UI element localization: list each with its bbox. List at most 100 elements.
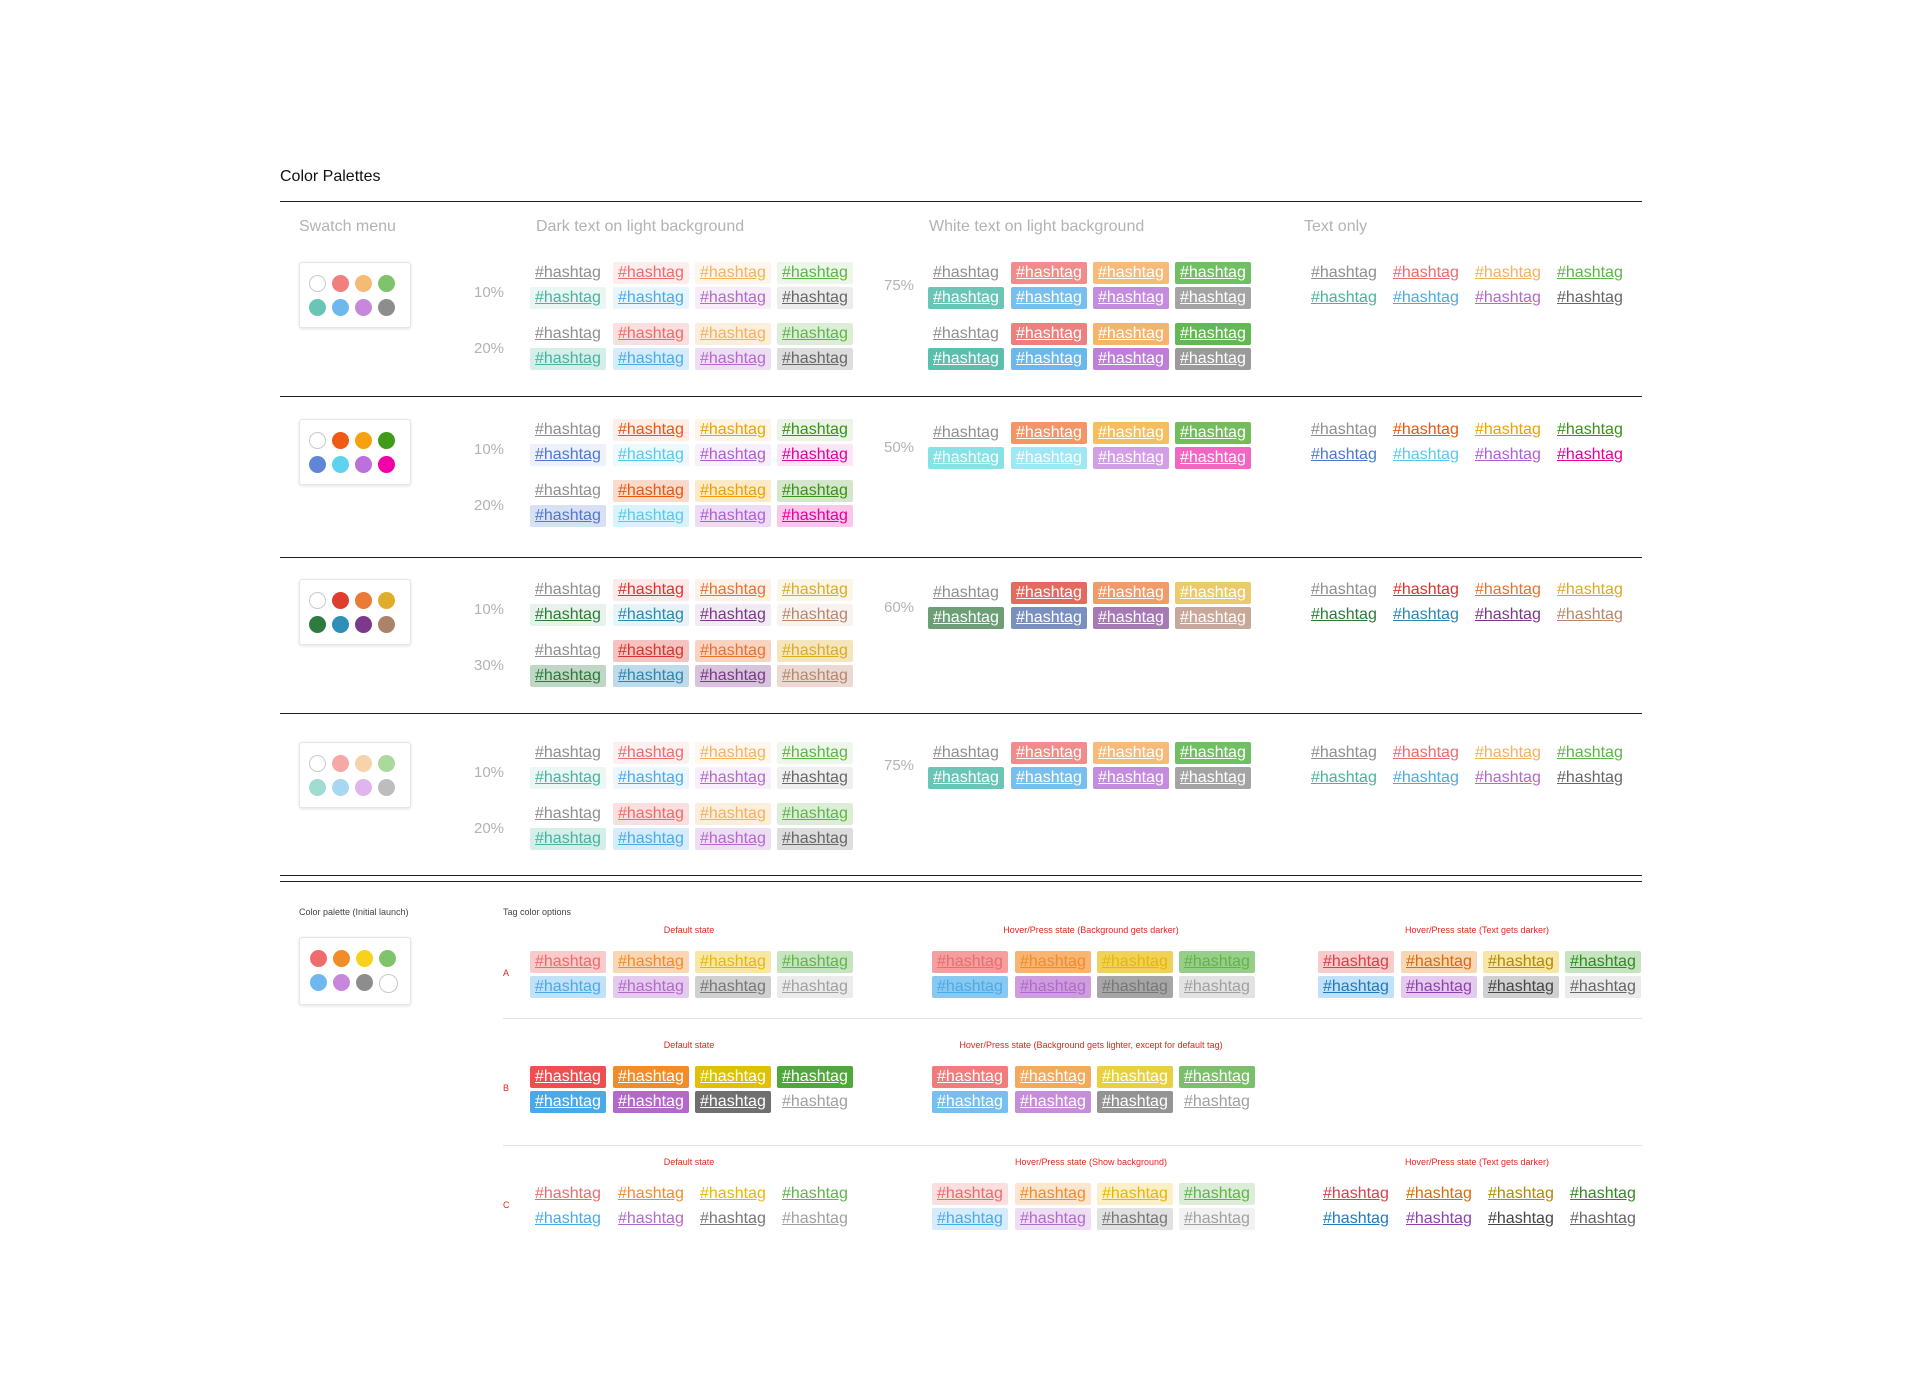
hashtag-tag[interactable]: #hashtag — [1015, 1208, 1091, 1230]
hashtag-tag[interactable]: #hashtag — [613, 444, 689, 466]
color-swatch[interactable] — [332, 755, 349, 772]
color-swatch[interactable] — [355, 275, 372, 292]
color-swatch[interactable] — [309, 299, 326, 316]
hashtag-tag[interactable]: #hashtag — [535, 325, 601, 342]
hashtag-tag[interactable]: #hashtag — [777, 976, 853, 998]
color-swatch[interactable] — [310, 974, 327, 991]
hashtag-tag[interactable]: #hashtag — [1097, 951, 1173, 973]
hashtag-tag[interactable]: #hashtag — [613, 1066, 689, 1088]
hashtag-tag[interactable]: #hashtag — [695, 665, 771, 687]
hashtag-tag[interactable]: #hashtag — [1175, 422, 1251, 444]
hashtag-tag[interactable]: #hashtag — [695, 323, 771, 345]
hashtag-tag[interactable]: #hashtag — [695, 1066, 771, 1088]
hashtag-tag[interactable]: #hashtag — [777, 665, 853, 687]
color-swatch[interactable] — [378, 779, 395, 796]
hashtag-tag[interactable]: #hashtag — [777, 640, 853, 662]
color-swatch[interactable] — [309, 616, 326, 633]
color-swatch[interactable] — [310, 950, 327, 967]
hashtag-tag[interactable]: #hashtag — [613, 640, 689, 662]
color-swatch[interactable] — [378, 616, 395, 633]
hashtag-tag[interactable]: #hashtag — [1393, 289, 1459, 306]
hashtag-tag[interactable]: #hashtag — [535, 482, 601, 499]
hashtag-tag[interactable]: #hashtag — [1557, 606, 1623, 623]
hashtag-tag[interactable]: #hashtag — [1406, 1185, 1472, 1202]
color-swatch[interactable] — [332, 592, 349, 609]
hashtag-tag[interactable]: #hashtag — [695, 480, 771, 502]
hashtag-tag[interactable]: #hashtag — [1175, 447, 1251, 469]
color-swatch[interactable] — [378, 456, 395, 473]
hashtag-tag[interactable]: #hashtag — [782, 1210, 848, 1227]
hashtag-tag[interactable]: #hashtag — [1557, 421, 1623, 438]
hashtag-tag[interactable]: #hashtag — [613, 1091, 689, 1113]
hashtag-tag[interactable]: #hashtag — [535, 1210, 601, 1227]
hashtag-tag[interactable]: #hashtag — [1093, 262, 1169, 284]
hashtag-tag[interactable]: #hashtag — [1093, 582, 1169, 604]
hashtag-tag[interactable]: #hashtag — [1011, 607, 1087, 629]
hashtag-tag[interactable]: #hashtag — [1011, 422, 1087, 444]
hashtag-tag[interactable]: #hashtag — [1323, 1210, 1389, 1227]
hashtag-tag[interactable]: #hashtag — [535, 1185, 601, 1202]
hashtag-tag[interactable]: #hashtag — [1401, 951, 1477, 973]
color-swatch[interactable] — [355, 616, 372, 633]
hashtag-tag[interactable]: #hashtag — [1475, 446, 1541, 463]
hashtag-tag[interactable]: #hashtag — [1093, 447, 1169, 469]
hashtag-tag[interactable]: #hashtag — [1475, 264, 1541, 281]
color-swatch[interactable] — [378, 755, 395, 772]
no-color-swatch[interactable] — [309, 432, 326, 449]
no-color-swatch[interactable] — [309, 275, 326, 292]
hashtag-tag[interactable]: #hashtag — [1488, 1210, 1554, 1227]
color-swatch[interactable] — [356, 950, 373, 967]
hashtag-tag[interactable]: #hashtag — [933, 325, 999, 342]
hashtag-tag[interactable]: #hashtag — [1093, 767, 1169, 789]
hashtag-tag[interactable]: #hashtag — [1311, 421, 1377, 438]
hashtag-tag[interactable]: #hashtag — [695, 262, 771, 284]
hashtag-tag[interactable]: #hashtag — [932, 1091, 1008, 1113]
color-swatch[interactable] — [309, 456, 326, 473]
hashtag-tag[interactable]: #hashtag — [530, 665, 606, 687]
hashtag-tag[interactable]: #hashtag — [1179, 1208, 1255, 1230]
color-swatch[interactable] — [355, 755, 372, 772]
color-swatch[interactable] — [378, 275, 395, 292]
hashtag-tag[interactable]: #hashtag — [613, 767, 689, 789]
hashtag-tag[interactable]: #hashtag — [1011, 262, 1087, 284]
hashtag-tag[interactable]: #hashtag — [1401, 976, 1477, 998]
hashtag-tag[interactable]: #hashtag — [535, 264, 601, 281]
hashtag-tag[interactable]: #hashtag — [1015, 976, 1091, 998]
hashtag-tag[interactable]: #hashtag — [777, 287, 853, 309]
hashtag-tag[interactable]: #hashtag — [695, 828, 771, 850]
hashtag-tag[interactable]: #hashtag — [928, 348, 1004, 370]
hashtag-tag[interactable]: #hashtag — [613, 828, 689, 850]
hashtag-tag[interactable]: #hashtag — [777, 604, 853, 626]
hashtag-tag[interactable]: #hashtag — [1015, 951, 1091, 973]
no-color-swatch[interactable] — [309, 755, 326, 772]
hashtag-tag[interactable]: #hashtag — [613, 419, 689, 441]
hashtag-tag[interactable]: #hashtag — [1093, 348, 1169, 370]
hashtag-tag[interactable]: #hashtag — [1311, 264, 1377, 281]
hashtag-tag[interactable]: #hashtag — [1015, 1066, 1091, 1088]
hashtag-tag[interactable]: #hashtag — [782, 1185, 848, 1202]
hashtag-tag[interactable]: #hashtag — [777, 579, 853, 601]
color-swatch[interactable] — [332, 779, 349, 796]
hashtag-tag[interactable]: #hashtag — [1311, 744, 1377, 761]
hashtag-tag[interactable]: #hashtag — [1179, 1183, 1255, 1205]
hashtag-tag[interactable]: #hashtag — [777, 419, 853, 441]
hashtag-tag[interactable]: #hashtag — [1475, 606, 1541, 623]
color-swatch[interactable] — [332, 432, 349, 449]
hashtag-tag[interactable]: #hashtag — [1011, 287, 1087, 309]
hashtag-tag[interactable]: #hashtag — [1570, 1210, 1636, 1227]
hashtag-tag[interactable]: #hashtag — [695, 604, 771, 626]
hashtag-tag[interactable]: #hashtag — [1311, 289, 1377, 306]
hashtag-tag[interactable]: #hashtag — [613, 348, 689, 370]
color-swatch[interactable] — [332, 275, 349, 292]
hashtag-tag[interactable]: #hashtag — [695, 803, 771, 825]
hashtag-tag[interactable]: #hashtag — [1175, 262, 1251, 284]
hashtag-tag[interactable]: #hashtag — [777, 323, 853, 345]
hashtag-tag[interactable]: #hashtag — [530, 951, 606, 973]
hashtag-tag[interactable]: #hashtag — [1015, 1091, 1091, 1113]
hashtag-tag[interactable]: #hashtag — [1093, 323, 1169, 345]
hashtag-tag[interactable]: #hashtag — [932, 951, 1008, 973]
color-swatch[interactable] — [378, 432, 395, 449]
hashtag-tag[interactable]: #hashtag — [777, 803, 853, 825]
hashtag-tag[interactable]: #hashtag — [1475, 769, 1541, 786]
hashtag-tag[interactable]: #hashtag — [1175, 323, 1251, 345]
